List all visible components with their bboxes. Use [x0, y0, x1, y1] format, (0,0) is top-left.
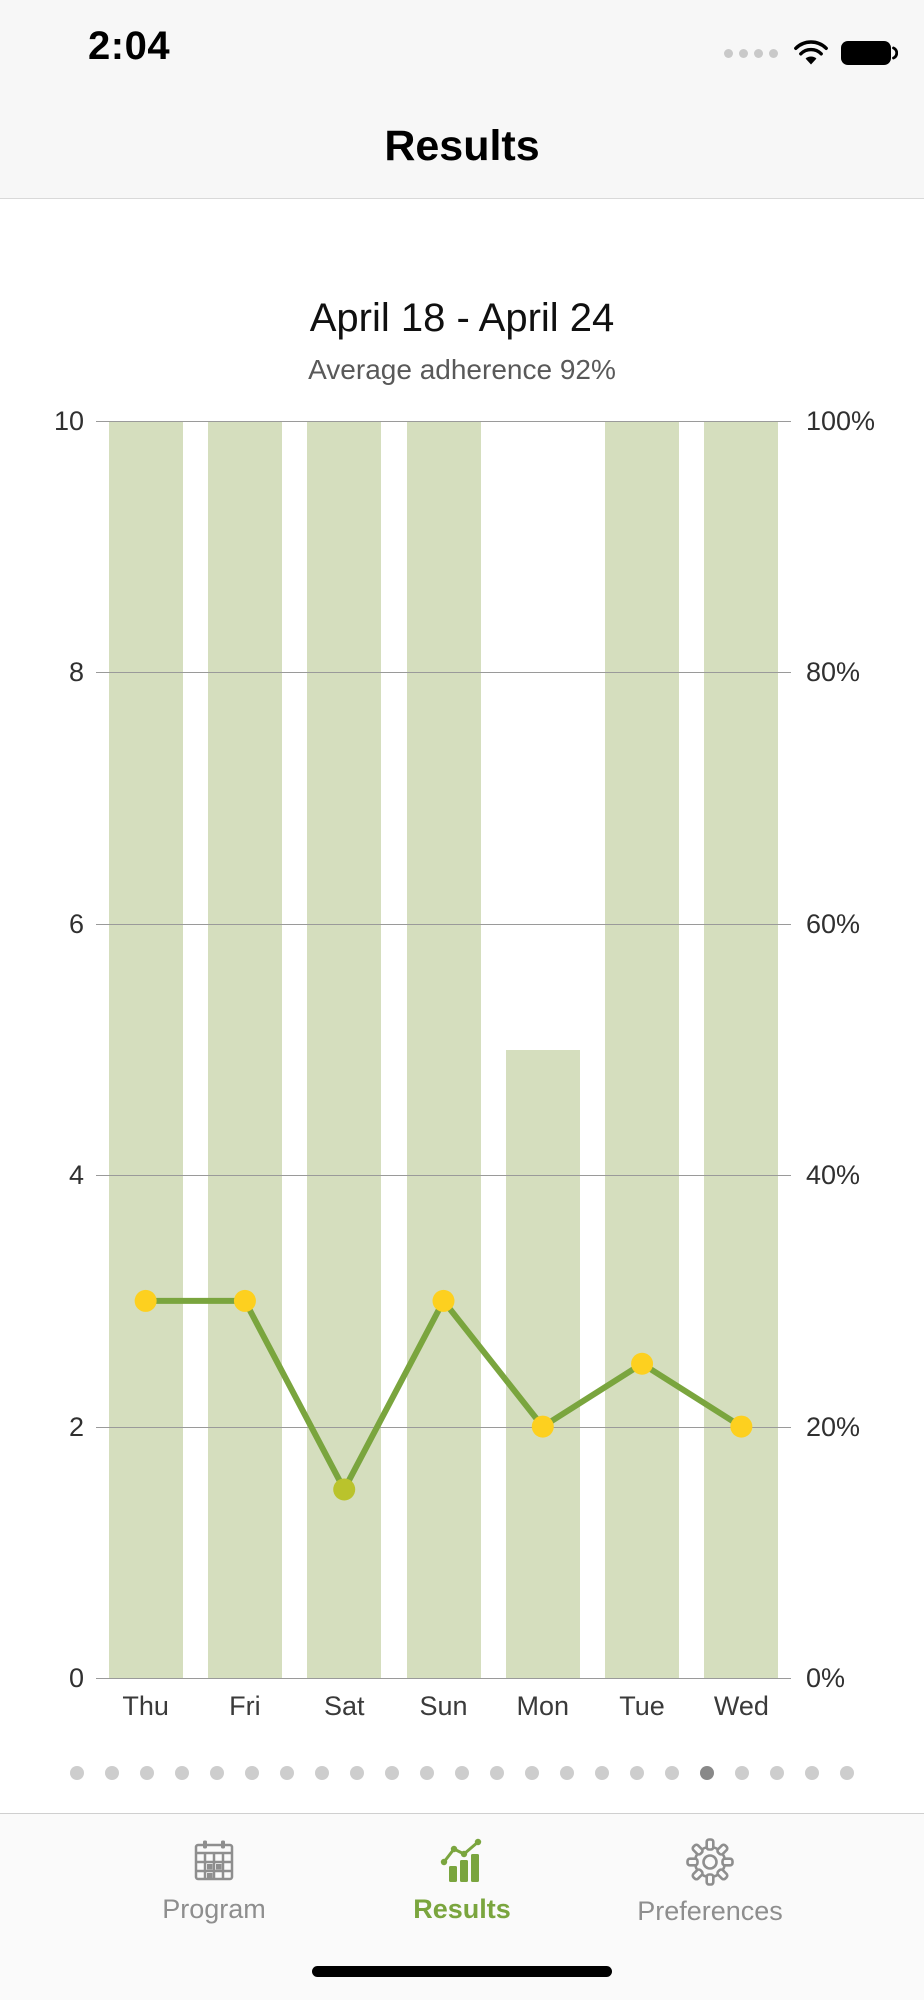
bar-chart-icon: [440, 1838, 482, 1882]
left-axis-tick-8: 8: [68, 657, 84, 688]
right-axis-tick-1: 20%: [806, 1411, 861, 1442]
x-axis-label-fri: Fri: [229, 1691, 261, 1721]
bar-fri[interactable]: [207, 421, 282, 1678]
data-point-sat[interactable]: [333, 1478, 356, 1501]
page-title: Results: [384, 122, 540, 170]
left-axis-tick-6: 6: [68, 908, 84, 939]
page-dot-21[interactable]: [770, 1766, 784, 1780]
data-point-wed[interactable]: [730, 1415, 753, 1438]
bar-wed[interactable]: [704, 421, 779, 1678]
left-axis-tick-10: 10: [53, 406, 84, 436]
page-dot-11[interactable]: [420, 1766, 434, 1780]
page-dot-10[interactable]: [385, 1766, 399, 1780]
left-axis-tick-2: 2: [68, 1411, 84, 1442]
data-point-thu[interactable]: [134, 1289, 157, 1312]
top-chrome: 2:04 Results: [0, 0, 924, 199]
left-axis-tick-4: 4: [68, 1160, 84, 1191]
page-dot-4[interactable]: [175, 1766, 189, 1780]
page-dot-2[interactable]: [105, 1766, 119, 1780]
x-axis-label-wed: Wed: [713, 1691, 769, 1721]
data-point-fri[interactable]: [233, 1289, 256, 1312]
home-indicator[interactable]: [312, 1966, 612, 1977]
bar-sat[interactable]: [307, 421, 382, 1678]
tab-program[interactable]: Program: [90, 1814, 338, 2000]
chart-subtitle: Average adherence 92%: [308, 354, 616, 385]
bar-sun[interactable]: [406, 421, 481, 1678]
gridline-6: [96, 923, 791, 925]
battery-icon: [841, 41, 898, 65]
page-dot-9[interactable]: [350, 1766, 364, 1780]
right-axis-tick-5: 100%: [806, 406, 876, 436]
page-dot-14[interactable]: [525, 1766, 539, 1780]
page-dot-13[interactable]: [490, 1766, 504, 1780]
gear-icon: [686, 1838, 734, 1886]
bar-tue[interactable]: [605, 421, 680, 1678]
data-point-mon[interactable]: [531, 1415, 554, 1438]
calendar-icon: [194, 1840, 234, 1881]
cellular-signal-icon: [724, 48, 778, 58]
data-point-sun[interactable]: [432, 1289, 455, 1312]
bar-mon[interactable]: [505, 1049, 580, 1678]
gridline-2: [96, 1426, 791, 1428]
page-dot-18[interactable]: [665, 1766, 679, 1780]
page-dot-22[interactable]: [805, 1766, 819, 1780]
week-pagination: [0, 1766, 924, 1780]
x-axis-label-thu: Thu: [122, 1691, 169, 1721]
tab-preferences[interactable]: Preferences: [586, 1814, 834, 2000]
chart-title: April 18 - April 24: [309, 296, 615, 340]
page-dot-20[interactable]: [735, 1766, 749, 1780]
adherence-chart[interactable]: 0 0% 2 20% 4 40% 6 60% 8 80% 10 100% Thu Fri Sat Sun Mon…: [0, 406, 924, 1751]
page-dot-5[interactable]: [210, 1766, 224, 1780]
x-axis-label-sat: Sat: [323, 1691, 365, 1721]
trend-line-series: [134, 1289, 753, 1501]
page-dot-7[interactable]: [280, 1766, 294, 1780]
page-dot-6[interactable]: [245, 1766, 259, 1780]
tab-program-label: Program: [162, 1894, 266, 1924]
x-axis-label-tue: Tue: [619, 1691, 665, 1721]
page-dot-17[interactable]: [630, 1766, 644, 1780]
right-axis-tick-2: 40%: [806, 1160, 861, 1191]
right-axis-tick-4: 80%: [806, 657, 861, 688]
page-dot-19-active[interactable]: [700, 1766, 714, 1780]
bar-thu[interactable]: [108, 421, 183, 1678]
left-axis-tick-0: 0: [68, 1663, 84, 1693]
tab-results[interactable]: Results: [338, 1814, 586, 2000]
wifi-icon: [794, 40, 828, 65]
page-dot-23[interactable]: [840, 1766, 854, 1780]
page-dot-8[interactable]: [315, 1766, 329, 1780]
page-dot-16[interactable]: [595, 1766, 609, 1780]
page-dot-12[interactable]: [455, 1766, 469, 1780]
page-dot-3[interactable]: [140, 1766, 154, 1780]
right-axis-tick-0: 0%: [806, 1663, 846, 1693]
tab-results-label: Results: [413, 1894, 511, 1924]
tab-preferences-label: Preferences: [637, 1896, 783, 1926]
status-icons: [724, 40, 898, 66]
x-axis-label-sun: Sun: [419, 1691, 468, 1721]
status-time: 2:04: [88, 24, 171, 68]
x-axis-label-mon: Mon: [516, 1691, 570, 1721]
page-dot-1[interactable]: [70, 1766, 84, 1780]
gridline-8: [96, 672, 791, 674]
gridline-10: [96, 421, 791, 422]
gridline-0: [96, 1678, 791, 1679]
gridline-4: [96, 1175, 791, 1177]
right-axis-tick-3: 60%: [806, 908, 861, 939]
page-dot-15[interactable]: [560, 1766, 574, 1780]
data-point-tue[interactable]: [631, 1352, 654, 1375]
